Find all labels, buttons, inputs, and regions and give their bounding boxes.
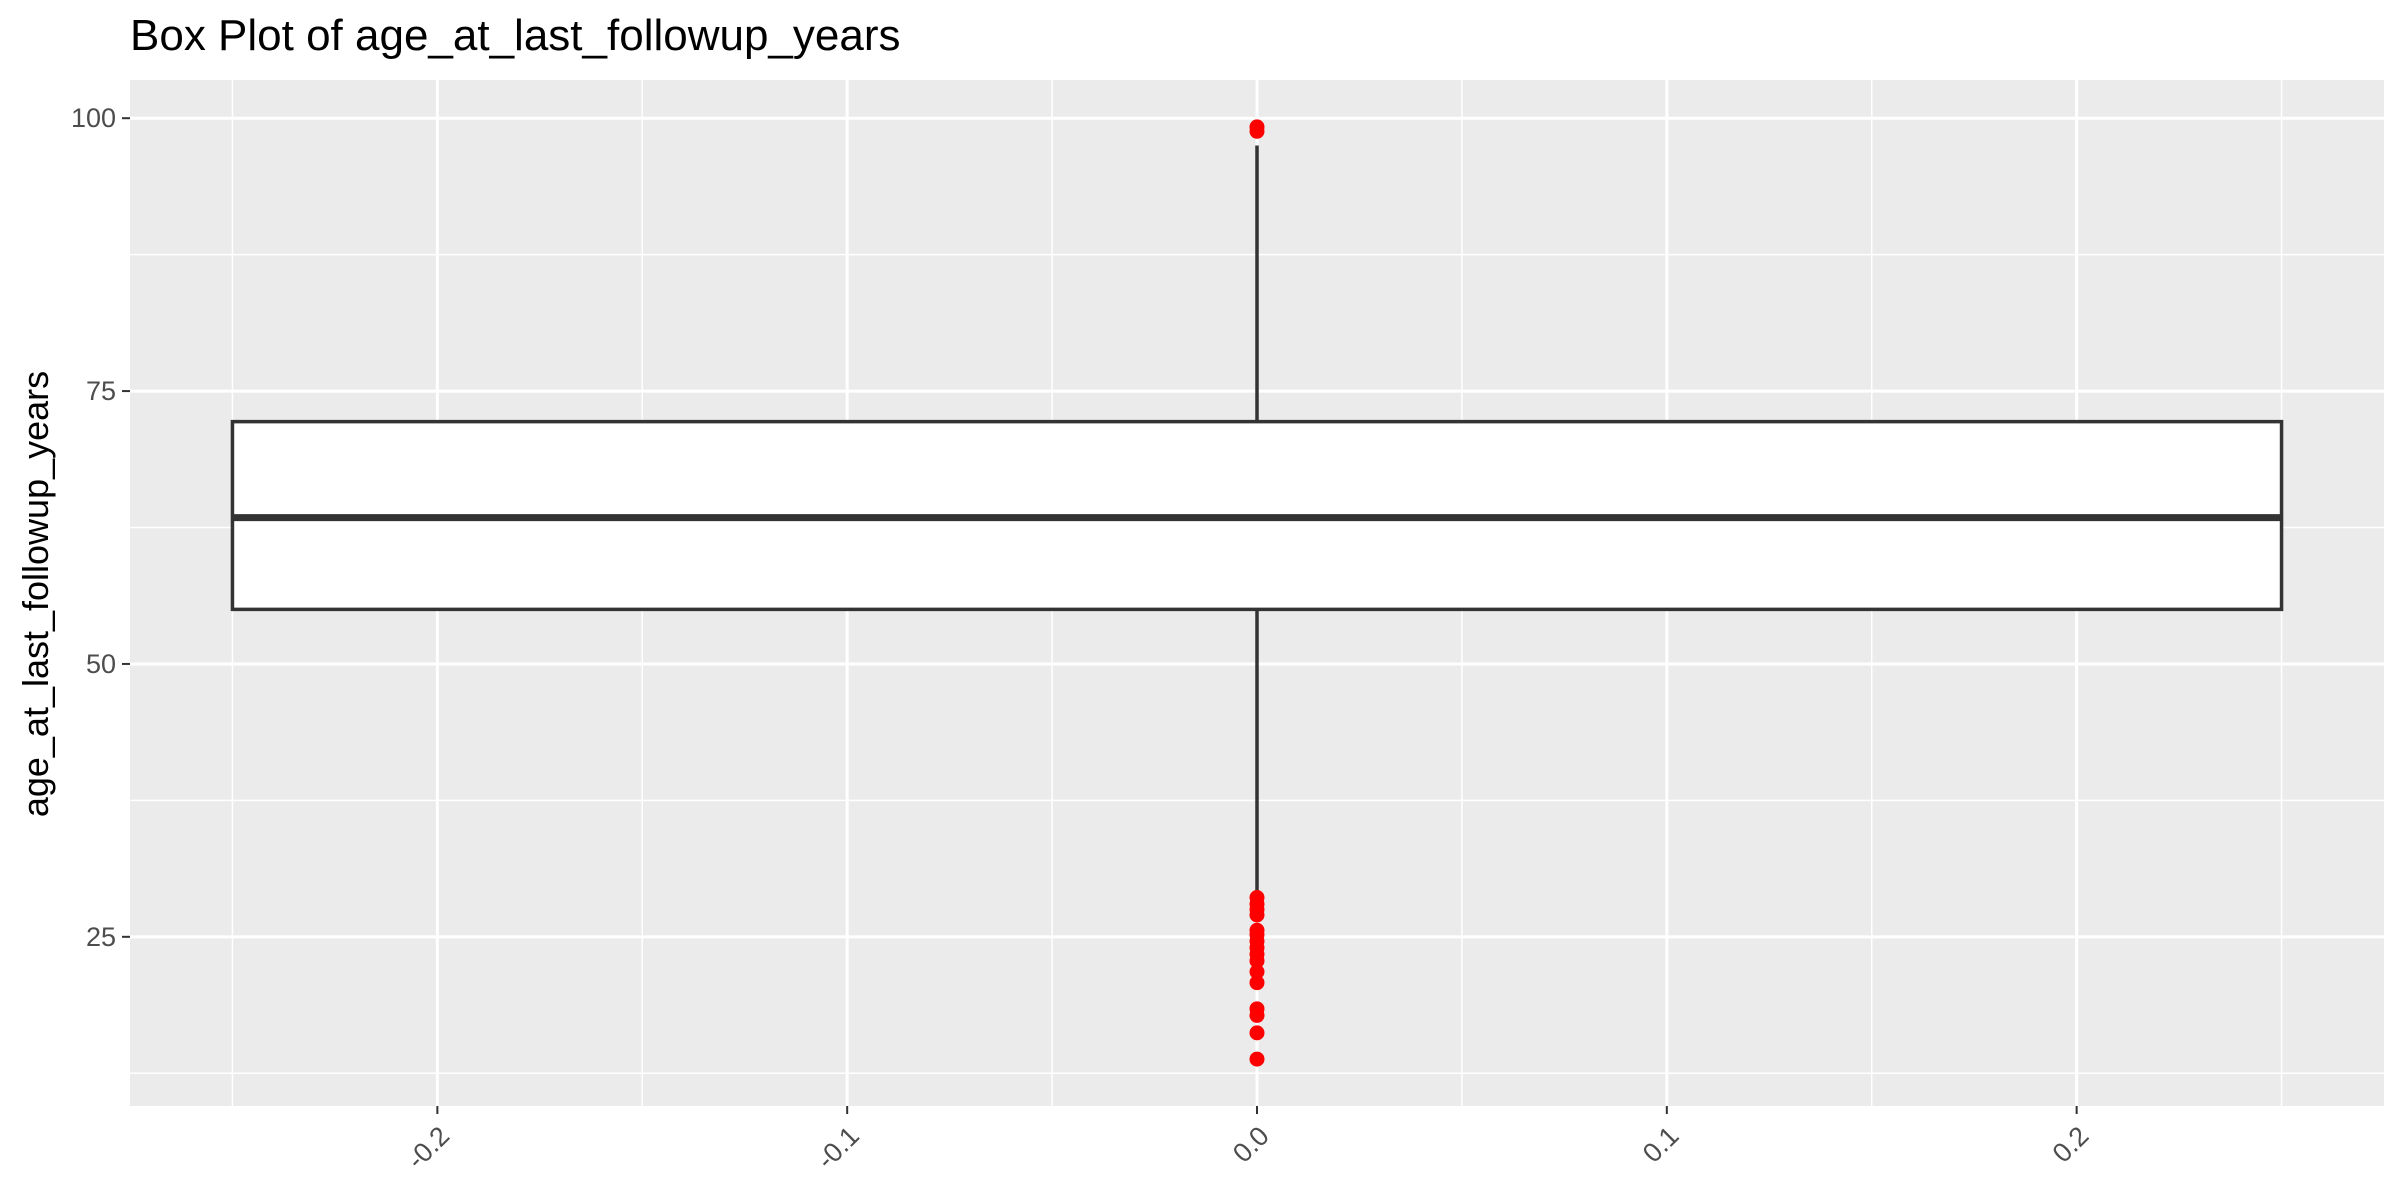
y-tick-label: 100 [71,103,116,133]
outlier-point [1249,975,1265,991]
y-tick-label: 50 [86,649,116,679]
outlier-point [1249,953,1265,969]
outlier-point [1249,1025,1265,1041]
box-group [230,145,2284,894]
y-axis-title: age_at_last_followup_years [15,371,56,817]
outlier-point [1249,1051,1265,1067]
outlier-point [1249,964,1265,980]
chart-title: Box Plot of age_at_last_followup_years [130,11,901,60]
x-tick-label: -0.1 [811,1121,865,1175]
x-tick-label: 0.2 [2047,1121,2095,1169]
x-tick-label: 0.1 [1637,1121,1685,1169]
x-tick-label: 0.0 [1227,1121,1275,1169]
outlier-point [1249,907,1265,923]
y-tick-label: 25 [86,922,116,952]
x-tick-label: -0.2 [401,1121,455,1175]
y-tick-label: 75 [86,376,116,406]
outlier-point [1249,123,1265,139]
outlier-point [1249,1007,1265,1023]
outlier-points [1249,119,1265,1067]
